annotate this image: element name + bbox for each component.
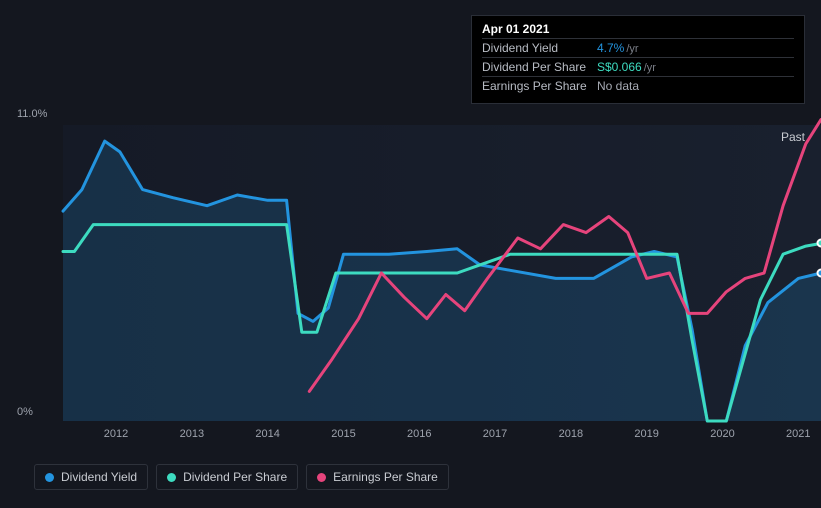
legend-dot-icon	[45, 473, 54, 482]
past-label: Past	[781, 130, 805, 144]
x-tick: 2017	[483, 428, 507, 440]
dividend-per-share-end-dot	[817, 239, 821, 248]
legend-item-dividend-per-share[interactable]: Dividend Per Share	[156, 464, 298, 490]
legend-item-label: Dividend Per Share	[183, 470, 287, 484]
x-tick: 2012	[104, 428, 128, 440]
x-axis: 2012 2013 2014 2015 2016 2017 2018 2019 2020 2021	[63, 428, 821, 448]
x-tick: 2016	[407, 428, 431, 440]
y-tick-min: 0%	[17, 406, 33, 418]
x-tick: 2021	[786, 428, 810, 440]
x-tick: 2019	[634, 428, 658, 440]
chart-legend: Dividend Yield Dividend Per Share Earnings…	[34, 464, 449, 490]
dividend-yield-area	[63, 141, 821, 421]
legend-item-label: Earnings Per Share	[333, 470, 438, 484]
legend-item-dividend-yield[interactable]: Dividend Yield	[34, 464, 148, 490]
tooltip-date: Apr 01 2021	[482, 22, 794, 38]
y-tick-max: 11.0%	[17, 108, 47, 120]
tooltip-row-value: No data	[597, 79, 639, 93]
tooltip-row: Dividend Per ShareS$0.066/yr	[482, 57, 794, 76]
legend-dot-icon	[317, 473, 326, 482]
plot-area[interactable]	[63, 125, 821, 421]
tooltip-row-label: Dividend Per Share	[482, 60, 597, 74]
dividend-yield-end-dot	[817, 269, 821, 278]
x-tick: 2013	[180, 428, 204, 440]
tooltip-row-label: Earnings Per Share	[482, 79, 597, 93]
chart-svg	[63, 125, 821, 421]
legend-item-label: Dividend Yield	[61, 470, 137, 484]
tooltip-row: Earnings Per ShareNo data	[482, 76, 794, 95]
tooltip-row-label: Dividend Yield	[482, 41, 597, 55]
legend-item-earnings-per-share[interactable]: Earnings Per Share	[306, 464, 449, 490]
tooltip-row: Dividend Yield4.7%/yr	[482, 38, 794, 57]
legend-dot-icon	[167, 473, 176, 482]
x-tick: 2014	[255, 428, 279, 440]
x-tick: 2018	[559, 428, 583, 440]
x-tick: 2020	[710, 428, 734, 440]
x-tick: 2015	[331, 428, 355, 440]
tooltip-row-value: S$0.066/yr	[597, 60, 656, 74]
dividend-chart: Apr 01 2021 Dividend Yield4.7%/yrDividen…	[17, 0, 821, 508]
tooltip-row-value: 4.7%/yr	[597, 41, 639, 55]
chart-tooltip: Apr 01 2021 Dividend Yield4.7%/yrDividen…	[471, 15, 805, 104]
